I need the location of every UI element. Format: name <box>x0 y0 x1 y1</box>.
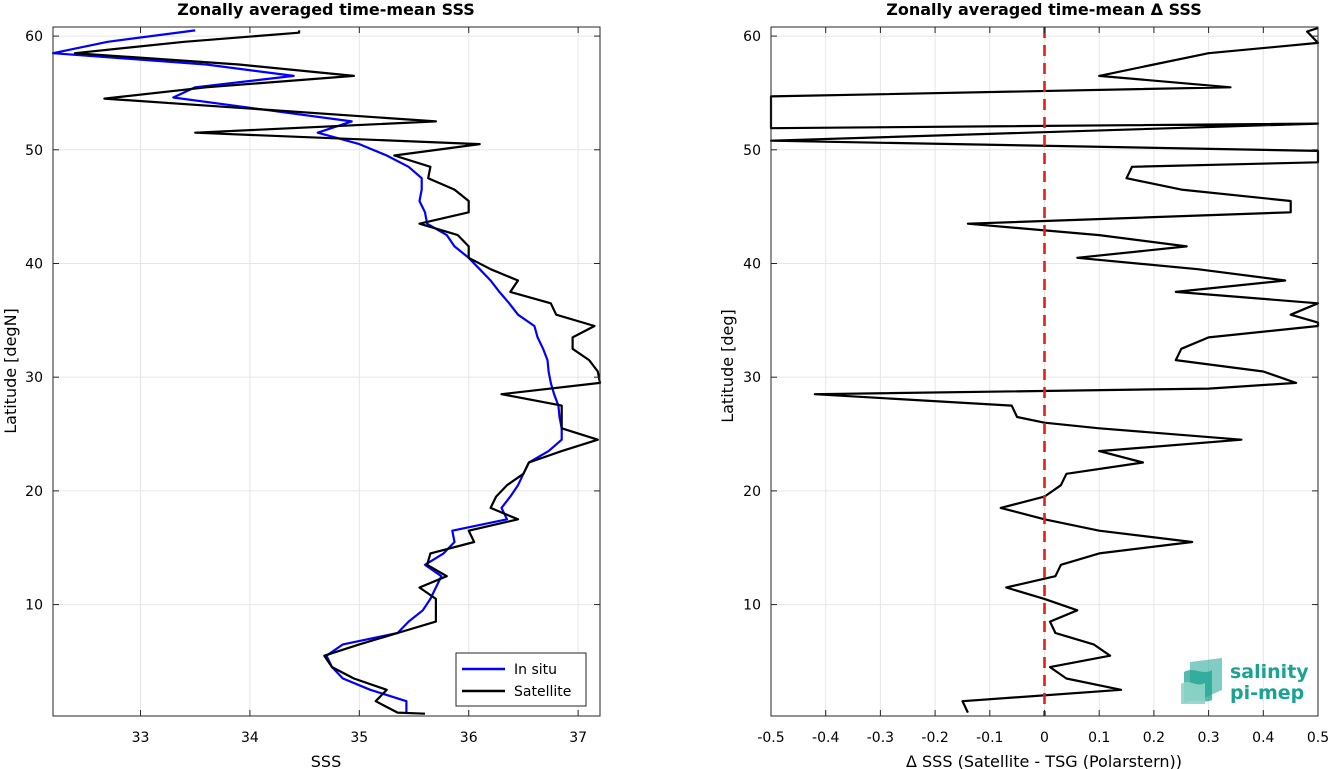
x-tick-label: 0.5 <box>1307 730 1329 746</box>
x-tick-label: -0.1 <box>976 730 1003 746</box>
series-line-in-situ <box>51 29 563 713</box>
plot-frame-sss <box>52 26 601 717</box>
x-tick-label: 0 <box>1040 730 1049 746</box>
ticks-delta-sss: -0.5 -0.4 -0.3 -0.2 -0.1 0 0.1 0.2 0.3 0.4 0.5 10 20… <box>743 27 1329 746</box>
y-tick-label: 50 <box>743 143 761 159</box>
y-tick-label: 40 <box>25 256 43 272</box>
y-tick-label: 60 <box>743 29 761 45</box>
y-tick-label: 30 <box>743 370 761 386</box>
x-tick-label: 35 <box>350 730 368 746</box>
x-axis-label-delta-sss: Δ SSS (Satellite - TSG (Polarstern)) <box>906 752 1182 769</box>
legend-label-satellite: Satellite <box>514 684 571 700</box>
x-tick-label: 0.1 <box>1088 730 1110 746</box>
logo-text-salinity: salinity <box>1230 661 1309 683</box>
x-tick-label: -0.3 <box>867 730 894 746</box>
x-tick-label: 36 <box>460 730 478 746</box>
x-tick-label: 33 <box>132 730 150 746</box>
y-tick-label: 20 <box>743 484 761 500</box>
x-tick-label: -0.5 <box>757 730 784 746</box>
chart-title-delta-sss: Zonally averaged time-mean Δ SSS <box>886 0 1202 19</box>
legend-label-in-situ: In situ <box>514 662 557 678</box>
legend-box <box>455 652 587 707</box>
y-tick-label: 10 <box>743 598 761 614</box>
series-line-difference <box>769 27 1320 714</box>
series-group-delta-sss <box>769 27 1320 716</box>
y-tick-label: 60 <box>25 29 43 45</box>
x-tick-label: -0.4 <box>812 730 839 746</box>
grid-sss <box>53 27 600 716</box>
salinity-pi-mep-logo: salinity pi-mep <box>1181 658 1309 704</box>
chart-title-sss: Zonally averaged time-mean SSS <box>177 0 475 19</box>
y-axis-label-delta-sss: Latitude [deg] <box>718 309 737 423</box>
ticks-sss: 33 34 35 36 37 10 20 30 40 50 60 <box>25 27 600 746</box>
x-axis-label-sss: SSS <box>311 752 341 769</box>
x-tick-label: -0.2 <box>921 730 948 746</box>
x-tick-label: 34 <box>241 730 259 746</box>
x-tick-label: 37 <box>569 730 587 746</box>
y-axis-label-sss: Latitude [degN] <box>1 308 20 434</box>
y-tick-label: 40 <box>743 256 761 272</box>
panel-sss: 33 34 35 36 37 10 20 30 40 50 60 Zonally averaged … <box>1 0 602 769</box>
x-tick-label: 0.4 <box>1252 730 1274 746</box>
y-tick-label: 50 <box>25 143 43 159</box>
x-tick-label: 0.2 <box>1143 730 1165 746</box>
plot-area-sss <box>53 27 600 716</box>
y-tick-label: 30 <box>25 370 43 386</box>
y-tick-label: 10 <box>25 598 43 614</box>
legend: In situ Satellite <box>455 652 587 707</box>
logo-wave-icon <box>1181 658 1222 704</box>
x-tick-label: 0.3 <box>1197 730 1219 746</box>
panel-delta-sss: -0.5 -0.4 -0.3 -0.2 -0.1 0 0.1 0.2 0.3 0.4 0.5 10 20… <box>718 0 1329 769</box>
y-tick-label: 20 <box>25 484 43 500</box>
logo-text-pi-mep: pi-mep <box>1230 682 1304 704</box>
